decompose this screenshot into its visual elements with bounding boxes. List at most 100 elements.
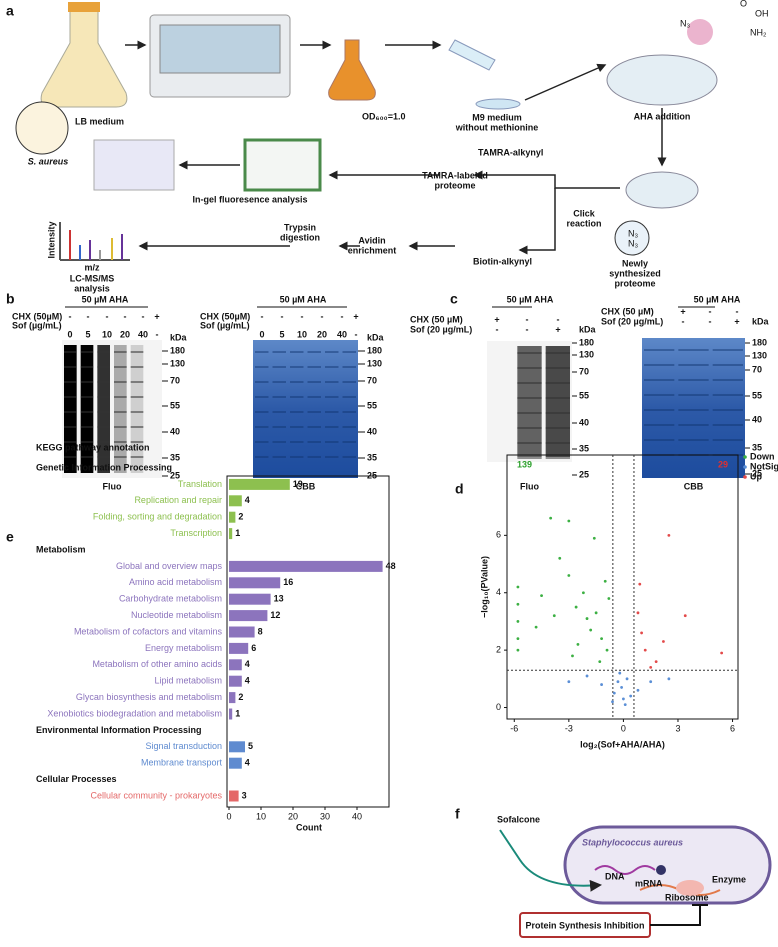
click-dish [625, 171, 699, 209]
label: Newly [622, 258, 648, 268]
marker-label: 35 [579, 443, 589, 453]
category-label: Metabolism of cofactors and vitamins [74, 626, 223, 636]
marker-label: 35 [367, 452, 377, 462]
marker-label: 130 [170, 358, 185, 368]
label: proteome [614, 278, 655, 288]
marker-label: 70 [367, 375, 377, 385]
label: digestion [280, 232, 320, 242]
lane-sign: - [261, 311, 264, 321]
x-tick-label: 6 [730, 723, 735, 733]
x-tick-label: 3 [675, 723, 680, 733]
category-label: Translation [178, 479, 222, 489]
lane-sign: - [142, 311, 145, 321]
value-label: 4 [245, 676, 250, 686]
label: reaction [566, 218, 601, 228]
point [585, 674, 589, 678]
panel-label: e [6, 529, 14, 545]
panel-f: Sofalcone Staphylococcus aureus DNA mRNA… [497, 814, 772, 938]
gel-caption: CBB [296, 481, 316, 491]
marker-label: 40 [752, 414, 762, 424]
point [516, 585, 520, 589]
point [667, 677, 671, 681]
gel-header: 50 µM AHA [694, 294, 741, 304]
gel-caption: Fluo [103, 481, 122, 491]
point [567, 574, 571, 577]
bar [229, 757, 242, 769]
label: Avidin [358, 235, 385, 245]
chart-title: KEGG pathway annotation [36, 442, 150, 452]
chem: N₃ [628, 228, 638, 238]
inhibit-line [650, 905, 701, 926]
lane-sof: + [734, 316, 739, 326]
point [638, 582, 642, 586]
x-tick-label: -3 [565, 723, 573, 733]
point [623, 703, 627, 707]
point [605, 648, 609, 652]
x-axis-label: log₂(Sof+AHA/AHA) [580, 739, 665, 749]
point [649, 665, 653, 669]
marker-label: 130 [752, 350, 767, 360]
workflow [15, 2, 718, 261]
chem: O [740, 0, 747, 8]
category-label: Energy metabolism [145, 643, 222, 653]
point [589, 628, 593, 632]
x-tick-label: 30 [320, 811, 330, 821]
value-label: 3 [242, 790, 247, 800]
gel-lane [80, 345, 94, 473]
point [640, 631, 643, 635]
point [552, 614, 556, 618]
chem: N₃ [680, 18, 690, 28]
bar [229, 741, 245, 753]
gel-header: 50 µM AHA [280, 294, 327, 304]
lane-sign: + [680, 306, 685, 316]
value-label: 8 [258, 626, 263, 636]
label: Protein Synthesis Inhibition [525, 920, 644, 930]
lane-sign: + [154, 311, 159, 321]
bar [229, 593, 271, 605]
small-flask [328, 39, 376, 101]
point [549, 516, 553, 520]
point [636, 611, 640, 615]
sof-label: Sof (µg/mL) [12, 320, 62, 330]
bar [229, 659, 242, 671]
panel-label: b [6, 291, 15, 307]
point [567, 680, 571, 684]
bar [229, 708, 233, 720]
lane-sign: - [709, 306, 712, 316]
lane-sign: + [494, 314, 499, 324]
point [574, 605, 578, 609]
ribosome-shape [676, 880, 704, 896]
lane-sof: 10 [102, 329, 112, 339]
flask-cap [68, 2, 100, 12]
point [625, 677, 629, 681]
point [516, 620, 520, 623]
value-label: 5 [248, 741, 253, 751]
value-label: 4 [245, 659, 250, 669]
spectrum [59, 222, 130, 261]
group-header: Metabolism [36, 544, 86, 554]
chx-label: CHX (50µM) [12, 311, 62, 321]
marker-label: 180 [170, 345, 185, 355]
label: m/z [84, 262, 100, 272]
marker-label: 55 [579, 390, 589, 400]
panel-label: d [455, 481, 464, 497]
gel-box [243, 138, 322, 192]
kda: kDa [579, 324, 597, 334]
marker-label: 180 [579, 337, 594, 347]
point [611, 700, 614, 704]
dna [594, 865, 656, 875]
plot-frame [226, 475, 390, 808]
point [540, 594, 543, 598]
group-header: Genetic Information Processing [36, 462, 172, 472]
value-label: 48 [386, 561, 396, 571]
bar [229, 675, 242, 687]
legend-swatch [743, 475, 747, 479]
flask [40, 7, 128, 108]
petri [475, 98, 521, 110]
value-label: 13 [274, 594, 284, 604]
value-label: 2 [238, 692, 243, 702]
lane-sign: - [69, 311, 72, 321]
label: Sofalcone [497, 814, 540, 824]
gel [642, 338, 745, 478]
label: TAMRA-alkynyl [478, 147, 543, 157]
